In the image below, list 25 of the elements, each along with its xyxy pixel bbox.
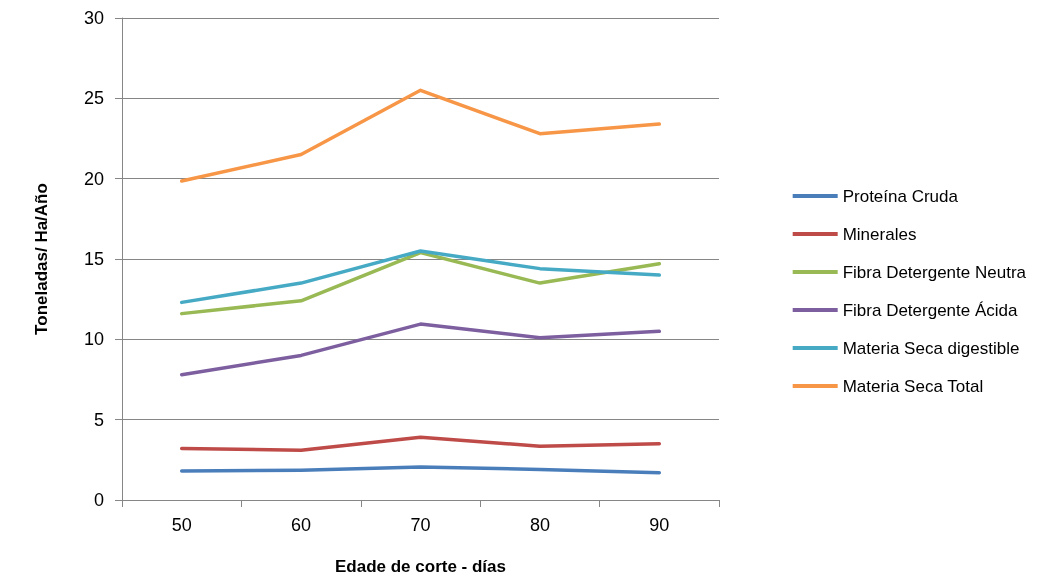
x-tick-label: 50 bbox=[171, 515, 192, 535]
y-tick-label: 20 bbox=[83, 168, 104, 189]
line-series bbox=[179, 435, 662, 452]
y-tick-label: 30 bbox=[83, 8, 104, 28]
y-tick-label: 15 bbox=[83, 249, 104, 269]
y-tick-label: 25 bbox=[83, 88, 104, 109]
line-series bbox=[179, 249, 662, 305]
line-series bbox=[179, 322, 662, 377]
legend-label: Minerales bbox=[842, 224, 917, 244]
x-tick-label: 70 bbox=[410, 515, 431, 535]
y-axis-title: Toneladas/ Ha/Año bbox=[32, 183, 51, 335]
line-series bbox=[179, 250, 662, 316]
x-tick-label: 90 bbox=[649, 515, 670, 535]
y-tick-label: 0 bbox=[93, 490, 104, 510]
legend-label: Materia Seca digestible bbox=[842, 338, 1020, 358]
x-tick-label: 80 bbox=[529, 515, 550, 535]
y-tick-label: 10 bbox=[83, 329, 104, 350]
x-tick-label: 60 bbox=[291, 515, 312, 535]
x-axis-title: Edade de corte - días bbox=[335, 557, 506, 576]
legend-label: Proteína Cruda bbox=[842, 186, 959, 206]
legend-label: Materia Seca Total bbox=[842, 376, 984, 396]
line-series bbox=[179, 88, 662, 183]
legend-label: Fibra Detergente Ácida bbox=[842, 300, 1019, 320]
legend-label: Fibra Detergente Neutra bbox=[842, 262, 1027, 282]
y-tick-label: 5 bbox=[93, 409, 104, 430]
